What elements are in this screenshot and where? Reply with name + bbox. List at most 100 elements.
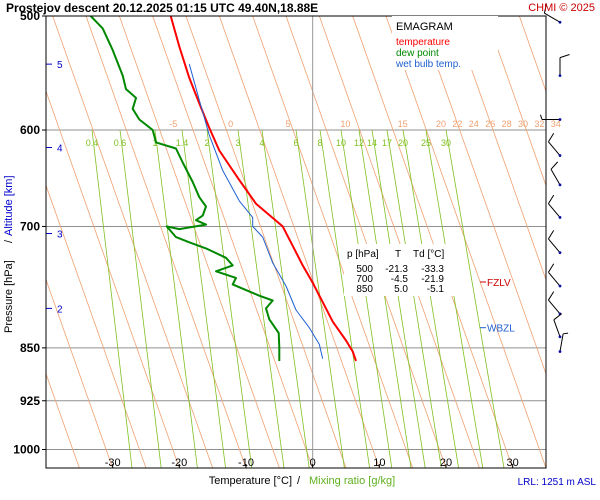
plot-frame	[45, 15, 547, 469]
isotherm-label: 26	[485, 119, 495, 129]
wind-barb	[539, 114, 562, 121]
isotherm-grid	[46, 16, 546, 468]
temperature-tick-label: 30	[507, 457, 519, 469]
mixing-ratio-line	[181, 129, 226, 468]
altitude-tick-label: 4	[57, 144, 63, 155]
wind-barbs	[539, 3, 570, 353]
isotherm-label: 15	[398, 119, 408, 129]
isotherm-line	[52, 16, 214, 468]
isotherm-line	[218, 16, 380, 468]
isotherm-label: -5	[169, 119, 177, 129]
pressure-tick-label: 925	[20, 394, 40, 408]
sounding-profiles	[89, 16, 357, 362]
isotherm-line	[46, 90, 180, 468]
table-header-td: Td [°C]	[413, 249, 444, 260]
wind-barb	[548, 230, 562, 255]
wind-barb	[548, 263, 562, 288]
mixing-ratio-label: 0.6	[114, 138, 127, 148]
altitude-tick-label: 5	[57, 60, 63, 71]
data-table: p [hPa] T Td [°C] 500 -21.3 -33.3 700 -4…	[344, 244, 456, 296]
mixing-ratio-line	[91, 129, 133, 468]
temperature-line	[169, 16, 357, 362]
x-axis-label: Temperature [°C] / Mixing ratio [g/kg]	[209, 475, 395, 487]
x-axis-title: Temperature [°C]	[209, 475, 292, 487]
lrl-label: LRL: 1251 m ASL	[518, 477, 597, 488]
temperature-tick-label: 0	[310, 457, 316, 469]
wind-barb	[553, 313, 563, 339]
table-cell: -21.3	[385, 264, 408, 275]
table-cell: -21.9	[421, 274, 444, 285]
legend-item-wet-bulb: wet bulb temp.	[395, 59, 461, 70]
level-marker-label: WBZL	[487, 324, 515, 335]
mixing-ratio-label: 8	[317, 138, 322, 148]
isotherm-label: 20	[436, 119, 446, 129]
isotherm-label: 30	[518, 119, 528, 129]
mixing-ratio-label: 17	[382, 138, 392, 148]
wind-barb	[543, 3, 562, 24]
isotherm-line	[185, 16, 347, 468]
legend-title: EMAGRAM	[396, 21, 453, 33]
isotherm-line	[85, 16, 247, 468]
isotherm-line	[46, 184, 147, 468]
y-axis-label: Pressure [hPa] / Altitude [km]	[3, 175, 15, 333]
temperature-tick-label: -20	[171, 457, 187, 469]
isotherm-label: 34	[551, 119, 561, 129]
mixing-ratio-label: 1	[152, 138, 157, 148]
table-cell: 5.0	[394, 284, 408, 295]
isotherm-label: 10	[340, 119, 350, 129]
altitude-tick-label: 3	[57, 230, 63, 241]
isotherm-label: 24	[469, 119, 479, 129]
y-axis-extra-title: Altitude [km]	[3, 175, 15, 236]
table-cell: -33.3	[421, 264, 444, 275]
mixing-ratio-line	[402, 129, 459, 468]
isotherm-line	[152, 16, 314, 468]
mixing-ratio-label: 12	[354, 138, 364, 148]
x-axis-separator: /	[297, 475, 301, 487]
legend-item-temperature: temperature	[396, 37, 450, 48]
level-markers: FZLV WBZL	[480, 278, 515, 335]
mixing-ratio-line	[358, 129, 412, 468]
isotherm-label: 0	[228, 119, 233, 129]
isotherm-line	[318, 16, 480, 468]
isotherm-line	[452, 16, 546, 281]
pressure-tick-labels: 500 600 700 850 925 1000	[13, 9, 46, 457]
legend-item-dew-point: dew point	[396, 48, 439, 59]
isotherm-line	[418, 16, 546, 376]
pressure-tick-label: 700	[20, 219, 40, 233]
altitude-tick-label: 2	[57, 304, 63, 315]
wind-barb	[548, 133, 562, 157]
mixing-ratio-line	[445, 129, 505, 468]
table-cell: -5.1	[427, 284, 445, 295]
wind-barb	[558, 332, 569, 353]
isotherm-line	[252, 16, 414, 468]
mixing-ratio-label: 30	[441, 138, 451, 148]
mixing-ratio-line	[206, 129, 253, 468]
wind-barb	[558, 54, 570, 78]
isotherm-line	[352, 16, 514, 468]
isotherm-label: 28	[502, 119, 512, 129]
wind-barb	[548, 194, 562, 219]
isotherm-line	[46, 278, 114, 468]
temperature-tick-label: 20	[440, 457, 452, 469]
temperature-tick-label: -10	[238, 457, 254, 469]
mixing-ratio-label: 3	[235, 138, 240, 148]
temperature-tick-label: -30	[105, 457, 121, 469]
data-table-background	[344, 244, 456, 296]
mixing-ratio-line	[425, 129, 484, 468]
temperature-tick-label: 10	[373, 457, 385, 469]
isotherm-labels: -5 0 5 10 15 20 22 24 26 28 30 32 34	[169, 119, 560, 129]
x-axis-extra-title: Mixing ratio [g/kg]	[309, 475, 395, 487]
table-cell: 700	[356, 274, 373, 285]
mixing-ratio-line	[119, 129, 162, 468]
mixing-ratio-label: 0.4	[86, 138, 99, 148]
mixing-ratio-line	[386, 129, 442, 468]
mixing-ratio-line	[154, 129, 198, 468]
mixing-ratio-label: 1.4	[176, 138, 189, 148]
legend-box: EMAGRAM temperature dew point wet bulb t…	[392, 16, 498, 70]
wet-bulb-line	[188, 63, 324, 359]
mixing-ratio-label: 25	[421, 138, 431, 148]
mixing-ratio-labels: 0.4 0.6 1 1.4 2 3 4 6 8 10 12 14 17 20 25 30	[86, 138, 451, 148]
wind-barb	[550, 161, 562, 187]
dew-point-line	[89, 16, 281, 361]
